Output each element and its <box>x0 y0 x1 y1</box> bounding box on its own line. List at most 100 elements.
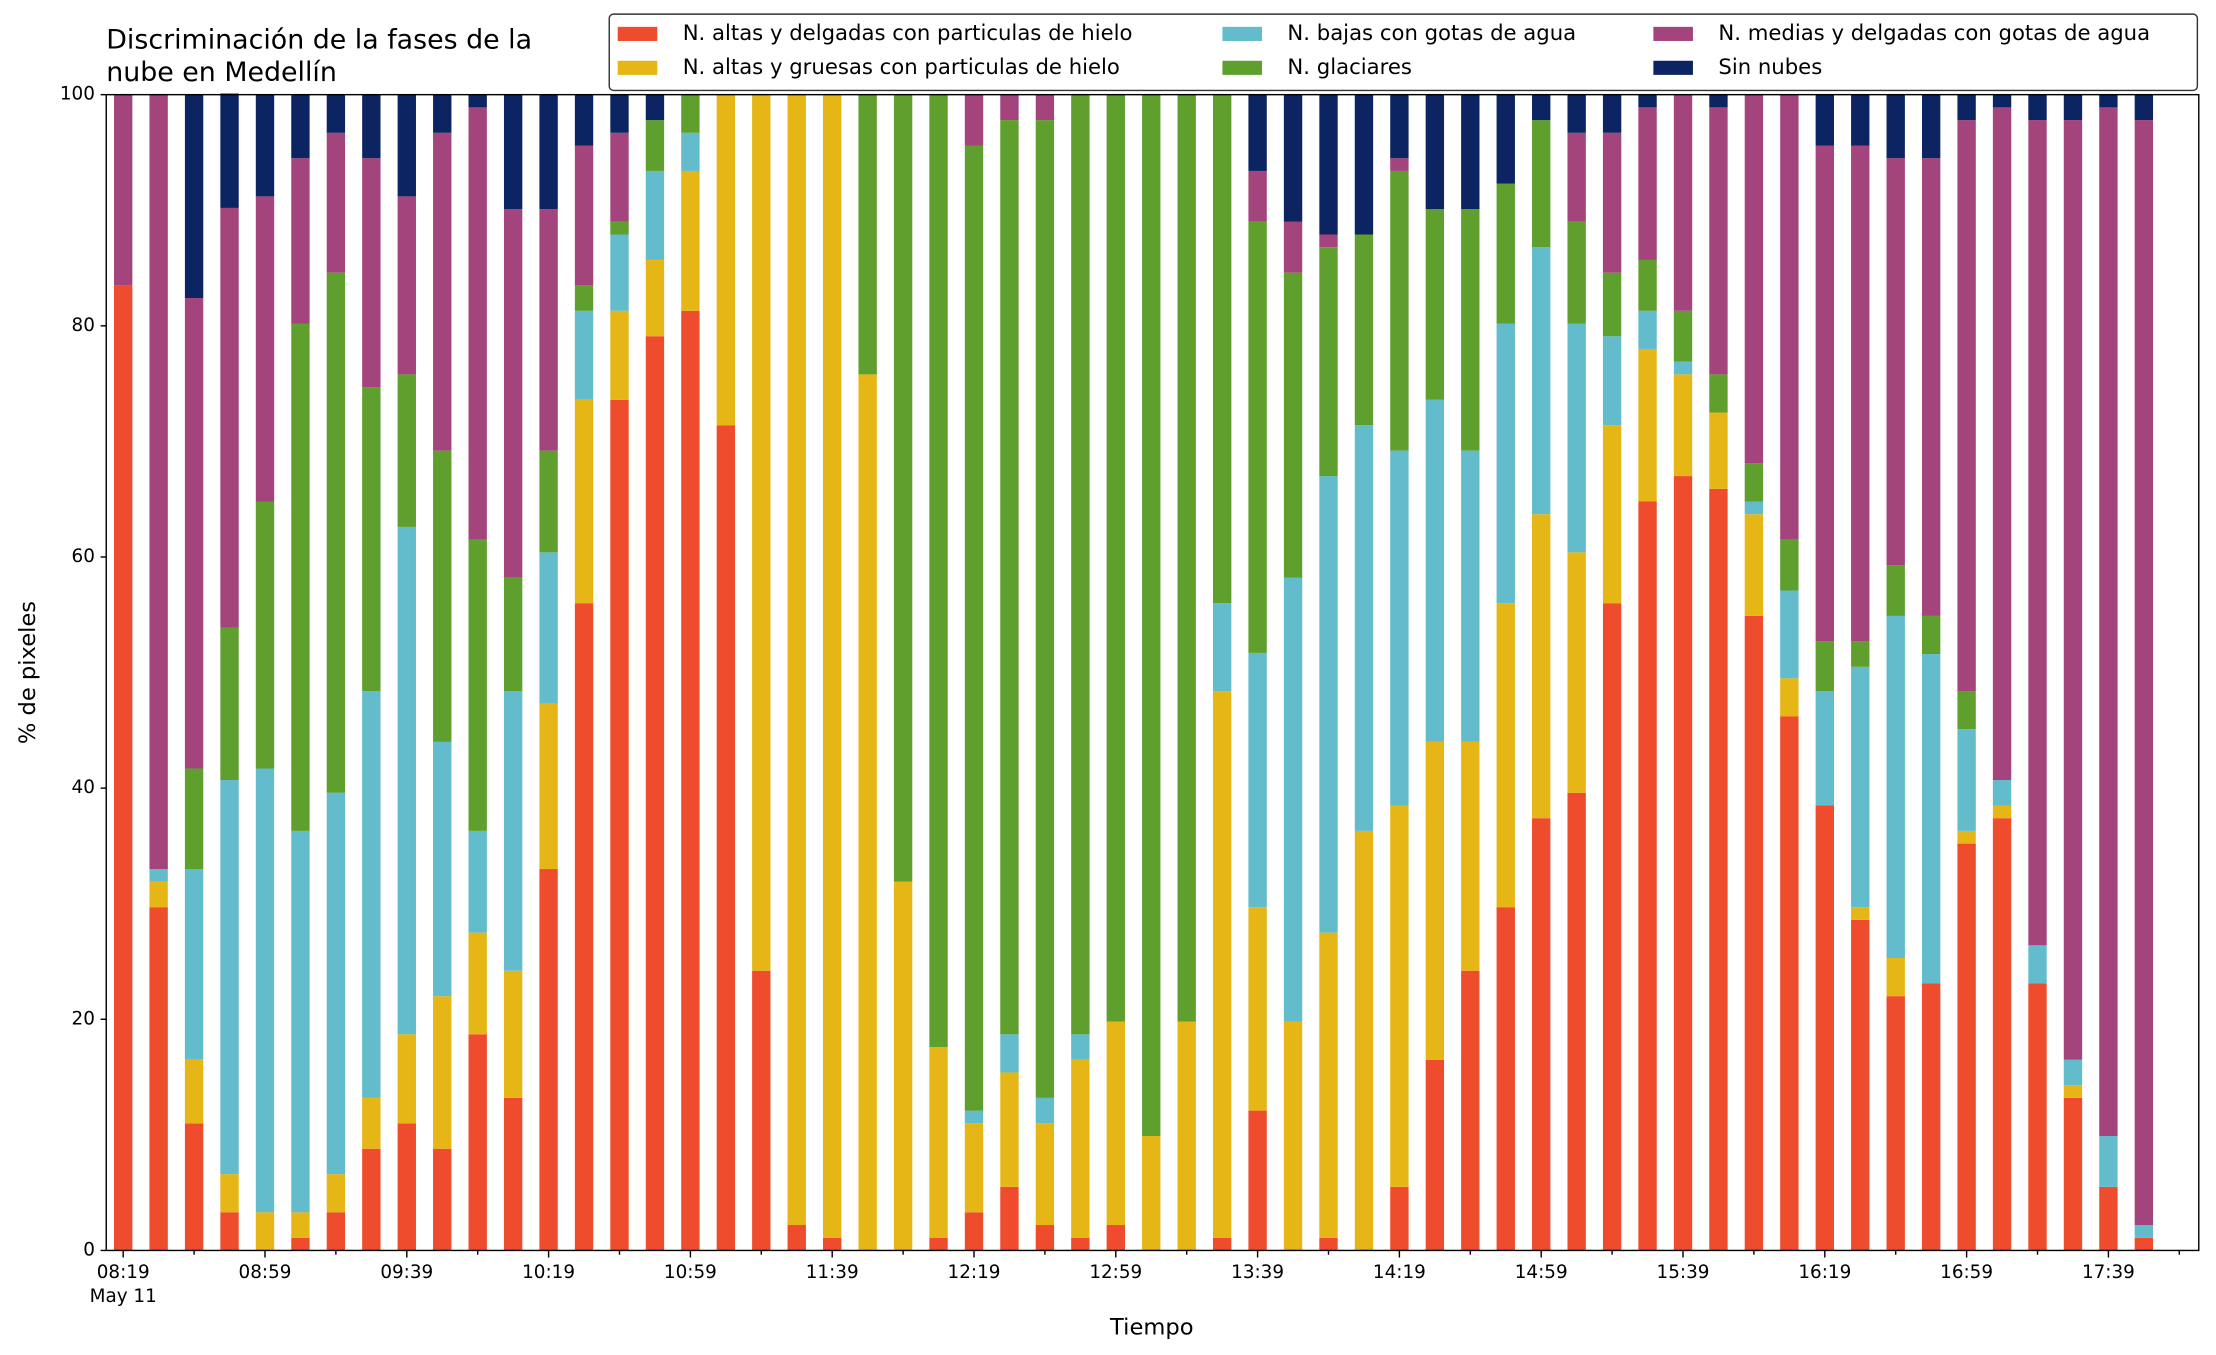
bar-segment <box>1815 805 1834 1251</box>
x-tick-label: 12:19 <box>948 1262 1001 1283</box>
bar-segment <box>1921 94 1941 159</box>
bar-segment <box>1248 94 1267 171</box>
bar-segment <box>1283 221 1303 273</box>
bar-segment <box>1886 158 1905 566</box>
bar-segment <box>362 94 381 159</box>
bar-segment <box>681 132 700 171</box>
bar-segment <box>929 1237 948 1251</box>
bar-segment <box>681 310 700 1251</box>
bar-segment <box>1283 577 1303 1022</box>
legend-label: N. medias y delgadas con gotas de agua <box>1718 20 2150 45</box>
bar-segment <box>1851 641 1870 667</box>
bar-segment <box>503 1097 523 1251</box>
bar-segment <box>1709 107 1728 375</box>
bar-segment <box>149 869 168 882</box>
bar-segment <box>964 94 984 146</box>
bar-segment <box>1461 94 1480 210</box>
bar-segment <box>1886 958 1905 997</box>
bar-segment <box>397 94 416 197</box>
y-axis-label: % de pixeles <box>15 601 41 744</box>
bar-segment <box>1496 323 1515 604</box>
bar-segment <box>291 830 310 1213</box>
bar-segment <box>326 132 346 273</box>
bar-segment <box>433 996 452 1149</box>
bar-segment <box>1886 996 1905 1251</box>
bar-segment <box>645 259 665 337</box>
bar-segment <box>397 1034 416 1124</box>
bar-segment <box>610 234 629 311</box>
bar-segment <box>468 539 487 831</box>
bar-segment <box>1673 476 1693 1251</box>
bar-segment <box>362 158 381 388</box>
x-date-label: May 11 <box>90 1286 157 1307</box>
y-tick-label: 60 <box>72 546 95 567</box>
bar-segment <box>433 450 452 742</box>
bar-segment <box>397 526 416 1035</box>
bar-segment <box>1177 1021 1196 1251</box>
y-tick-label: 80 <box>72 315 95 336</box>
bar-segment <box>716 94 736 426</box>
x-tick-label: 14:19 <box>1373 1262 1426 1283</box>
legend-swatch <box>1222 26 1263 41</box>
bar-segment <box>220 207 239 628</box>
bar-segment <box>220 1174 239 1213</box>
bar-segment <box>574 285 594 311</box>
bar-segment <box>468 1034 487 1251</box>
bar-segment <box>1638 310 1657 349</box>
bar-segment <box>2099 94 2118 108</box>
bar-segment <box>1142 1136 1161 1251</box>
bar-segment <box>1248 170 1267 222</box>
bar-segment <box>1780 678 1799 717</box>
bar-segment <box>220 627 239 781</box>
bar-segment <box>255 196 275 502</box>
bar-segment <box>1248 221 1267 653</box>
bar-segment <box>1744 615 1764 1251</box>
bar-segment <box>1035 1097 1055 1124</box>
bar-segment <box>1638 501 1657 1251</box>
x-tick-label: 10:19 <box>522 1262 575 1283</box>
x-tick-label: 12:59 <box>1089 1262 1142 1283</box>
bar-segment <box>2028 945 2047 984</box>
bar-segment <box>1602 272 1622 337</box>
bar-segment <box>1000 120 1019 1035</box>
bar-segment <box>1212 603 1232 692</box>
bar-segment <box>1957 830 1976 844</box>
legend-swatch <box>617 60 658 75</box>
x-axis-label: Tiempo <box>1109 1315 1193 1341</box>
bar-segment <box>1425 741 1445 1060</box>
bar-segment <box>362 691 381 1098</box>
bar-segment <box>1815 94 1834 146</box>
bar-segment <box>539 869 558 1251</box>
chart-title: nube en Medellín <box>106 57 337 88</box>
bar-segment <box>681 170 700 311</box>
bar-segment <box>1992 780 2012 806</box>
bar-segment <box>1957 94 1976 121</box>
bar-segment <box>574 399 594 604</box>
bar-segment <box>1815 641 1834 692</box>
bar-segment <box>184 768 204 870</box>
bar-segment <box>1390 1186 1409 1251</box>
legend-swatch <box>1222 60 1263 75</box>
bar-segment <box>1532 514 1551 819</box>
x-tick-label: 14:59 <box>1515 1262 1568 1283</box>
bar-segment <box>1780 590 1799 679</box>
bar-segment <box>1354 425 1374 831</box>
bar-segment <box>1602 425 1622 604</box>
bar-segment <box>1035 1225 1055 1251</box>
bar-segment <box>2099 107 2118 1137</box>
bar-segment <box>1248 652 1267 908</box>
bar-segment <box>858 374 877 1251</box>
bar-segment <box>255 94 275 197</box>
bar-segment <box>1496 94 1515 184</box>
bar-segment <box>149 881 168 908</box>
bar-segment <box>964 1110 984 1124</box>
bar-segment <box>1780 539 1799 591</box>
bar-segment <box>539 552 558 704</box>
bar-segment <box>503 970 523 1098</box>
x-tick-label: 16:59 <box>1940 1262 1993 1283</box>
bar-segment <box>184 94 204 299</box>
bar-segment <box>1532 120 1551 248</box>
bar-segment <box>184 1123 204 1251</box>
bar-segment <box>1992 107 2012 781</box>
